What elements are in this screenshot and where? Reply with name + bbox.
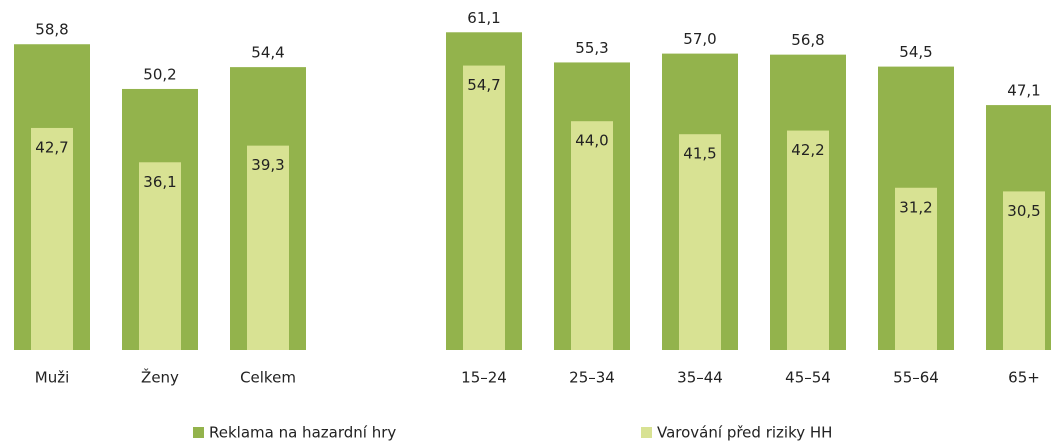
legend-swatch bbox=[641, 427, 652, 438]
data-label: 54,5 bbox=[899, 43, 932, 61]
x-tick-label: 65+ bbox=[1008, 369, 1040, 387]
data-label: 54,7 bbox=[467, 76, 500, 94]
x-tick-label: 25–34 bbox=[569, 369, 615, 387]
bar bbox=[31, 127, 73, 351]
data-label: 47,1 bbox=[1007, 82, 1040, 100]
bar bbox=[139, 162, 181, 350]
x-tick-label: Ženy bbox=[141, 368, 179, 387]
x-tick-label: 35–44 bbox=[677, 369, 723, 387]
data-label: 55,3 bbox=[575, 39, 608, 57]
bar bbox=[463, 65, 505, 350]
bar bbox=[1003, 191, 1045, 350]
x-tick-label: 55–64 bbox=[893, 369, 939, 387]
legend-swatch bbox=[193, 427, 204, 438]
x-tick-label: Muži bbox=[35, 369, 70, 387]
data-label: 36,1 bbox=[143, 173, 176, 191]
data-label: 61,1 bbox=[467, 9, 500, 27]
legend-label: Varování před riziky HH bbox=[657, 424, 832, 442]
legend-label: Reklama na hazardní hry bbox=[209, 424, 396, 442]
data-label: 44,0 bbox=[575, 132, 608, 150]
bar bbox=[787, 130, 829, 350]
data-label: 30,5 bbox=[1007, 202, 1040, 220]
data-label: 56,8 bbox=[791, 31, 824, 49]
data-label: 31,2 bbox=[899, 198, 932, 216]
data-label: 39,3 bbox=[251, 156, 284, 174]
data-label: 54,4 bbox=[251, 44, 284, 62]
bar bbox=[895, 187, 937, 350]
data-label: 58,8 bbox=[35, 21, 68, 39]
data-label: 50,2 bbox=[143, 65, 176, 83]
data-label: 57,0 bbox=[683, 30, 716, 48]
data-label: 41,5 bbox=[683, 145, 716, 163]
x-tick-label: 15–24 bbox=[461, 369, 507, 387]
bar bbox=[571, 121, 613, 350]
bar bbox=[247, 145, 289, 350]
bar bbox=[679, 134, 721, 350]
x-tick-label: Celkem bbox=[240, 369, 296, 387]
x-tick-label: 45–54 bbox=[785, 369, 831, 387]
data-label: 42,7 bbox=[35, 138, 68, 156]
data-label: 42,2 bbox=[791, 141, 824, 159]
